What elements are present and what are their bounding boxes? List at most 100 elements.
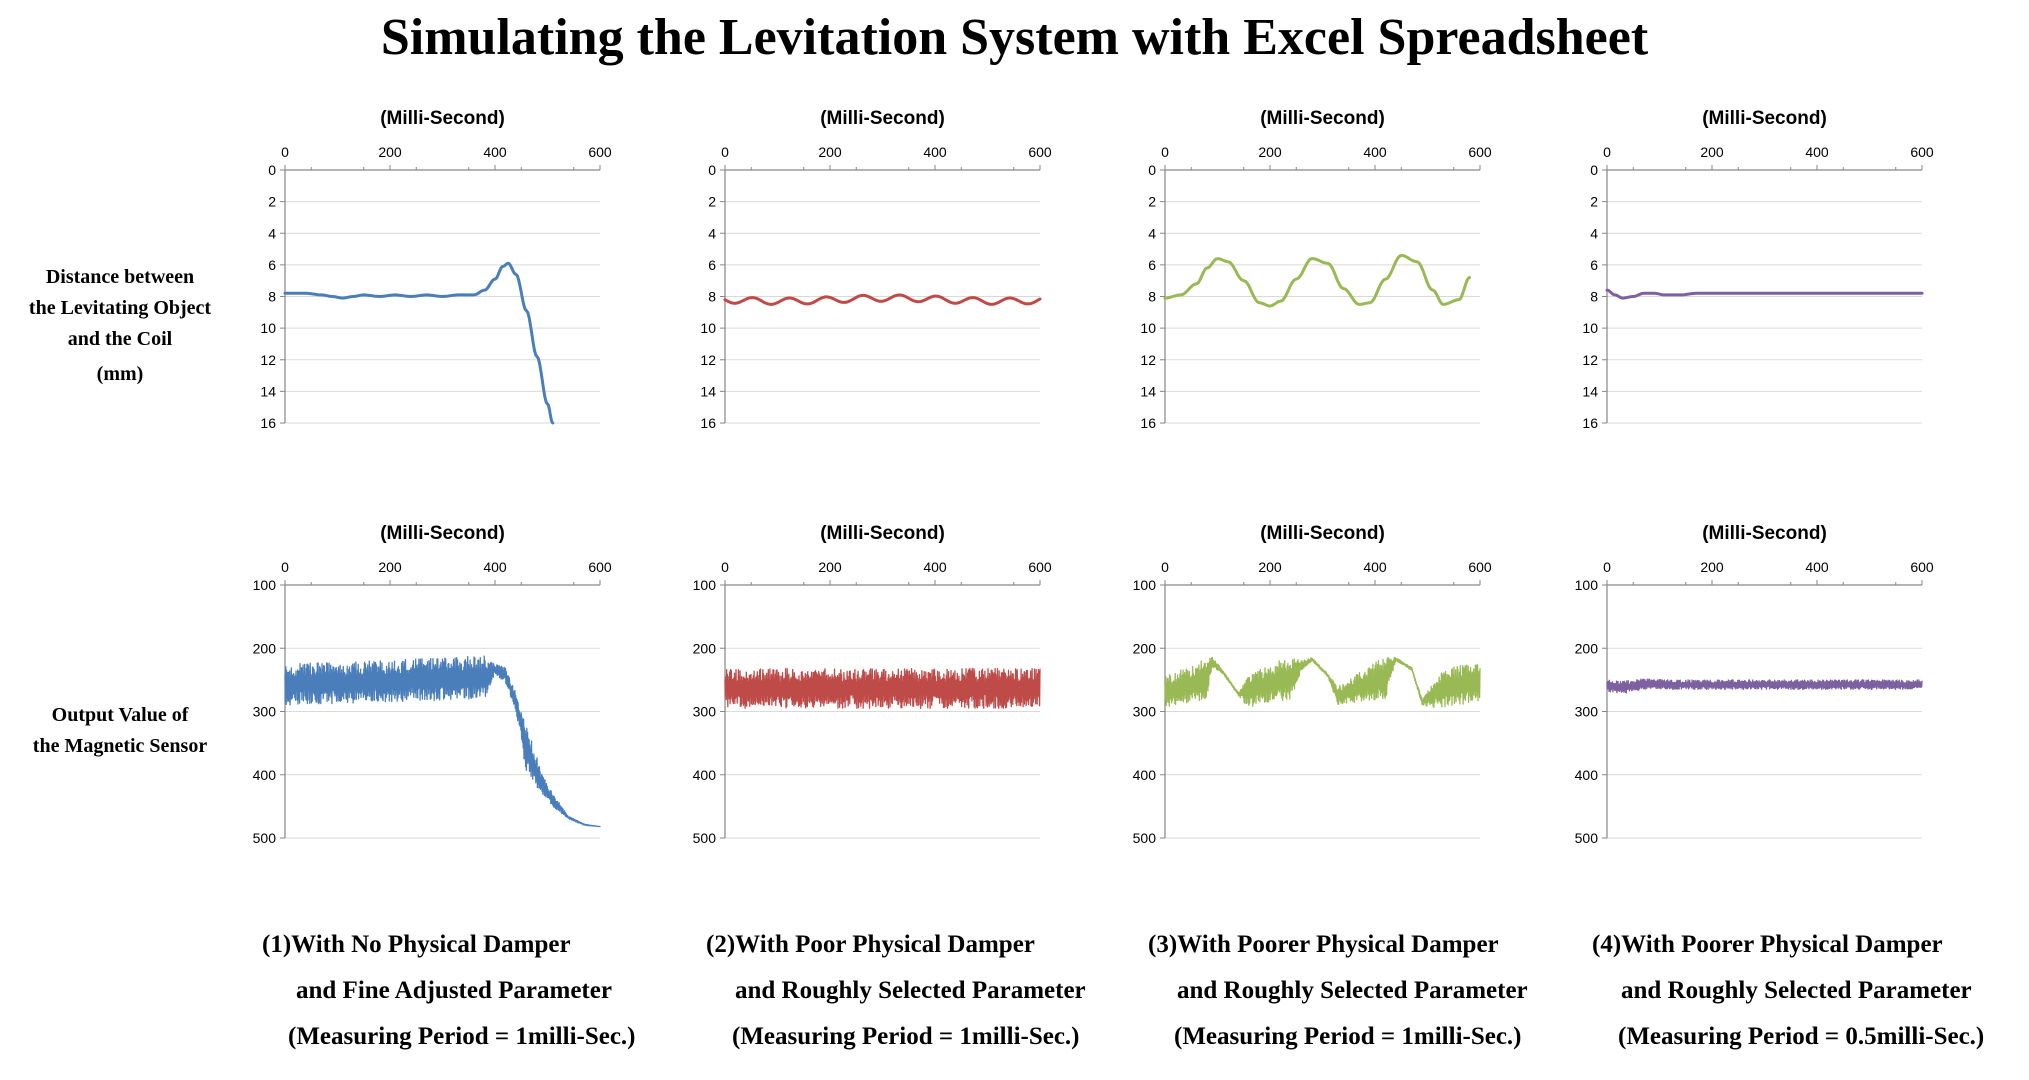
x-tick-label: 400 [483,559,507,575]
caption-4: (4)With Poorer Physical Damper and Rough… [1592,922,1984,1060]
x-tick-label: 400 [1805,559,1829,575]
caption-line: and Fine Adjusted Parameter [296,977,612,1004]
caption-line: (Measuring Period = 1milli-Sec.) [1174,1023,1522,1050]
x-tick-label: 600 [1910,144,1934,160]
x-tick-label: 400 [1805,144,1829,160]
y-tick-label: 500 [693,830,717,846]
y-tick-label: 400 [253,767,277,783]
y-tick-label: 12 [700,352,716,368]
x-axis-label: (Milli-Second) [380,525,505,544]
x-axis-label: (Milli-Second) [1702,525,1827,544]
x-tick-label: 200 [1258,144,1282,160]
y-tick-label: 6 [708,257,716,273]
y-tick-label: 2 [1590,194,1598,210]
y-tick-label: 400 [1575,767,1599,783]
x-tick-label: 600 [1468,559,1492,575]
series-line [723,293,1042,306]
x-tick-label: 600 [1028,144,1052,160]
row-label-sensor: Output Value of the Magnetic Sensor [5,700,235,762]
y-tick-label: 10 [700,320,716,336]
caption-line: and Roughly Selected Parameter [735,977,1086,1004]
x-tick-label: 600 [1910,559,1934,575]
x-tick-label: 0 [1603,144,1611,160]
caption-line: (Measuring Period = 1milli-Sec.) [732,1023,1080,1050]
y-tick-label: 500 [1133,830,1157,846]
series-line [1606,678,1923,694]
x-axis-label: (Milli-Second) [820,525,945,544]
y-tick-label: 8 [1148,289,1156,305]
y-tick-label: 200 [1575,640,1599,656]
y-tick-label: 6 [1590,257,1598,273]
y-tick-label: 400 [693,767,717,783]
caption-1: (1)With No Physical Damper and Fine Adju… [262,922,636,1060]
caption-3: (3)With Poorer Physical Damper and Rough… [1148,922,1528,1060]
x-tick-label: 600 [1028,559,1052,575]
x-tick-label: 0 [1161,559,1169,575]
y-tick-label: 10 [1140,320,1156,336]
x-tick-label: 0 [1161,144,1169,160]
x-tick-label: 200 [818,559,842,575]
series-line [284,655,601,828]
y-tick-label: 2 [268,194,276,210]
x-tick-label: 0 [281,559,289,575]
series-line [724,667,1041,709]
chart-1-distance: (Milli-Second) 0 2 4 6 8 10 12 14 16 0 200 400 600 [260,110,612,431]
series-line [1163,253,1471,308]
chart-4-distance: (Milli-Second) 0 2 4 6 8 10 12 14 16 0 200 400 600 [1582,110,1934,431]
row-label-line: Distance between [45,266,195,288]
y-tick-label: 300 [1133,704,1157,720]
y-tick-label: 200 [1133,640,1157,656]
y-tick-label: 12 [1140,352,1156,368]
y-tick-label: 16 [700,415,716,431]
caption-line: (1)With No Physical Damper [262,931,571,958]
row-label-distance: Distance between the Levitating Object a… [5,262,235,390]
chart-4-sensor: (Milli-Second) 100 200 300 400 500 0 200 400 600 [1575,525,1934,846]
y-tick-label: 2 [1148,194,1156,210]
x-tick-label: 200 [818,144,842,160]
x-axis-label: (Milli-Second) [1260,525,1385,544]
chart-2-distance: (Milli-Second) 0 2 4 6 8 10 12 14 16 0 200 400 600 [700,110,1052,431]
y-tick-label: 0 [1148,162,1156,178]
x-tick-label: 0 [721,144,729,160]
series-line [1164,656,1481,709]
y-tick-label: 100 [253,577,277,593]
row-label-line: Output Value of [51,704,189,726]
y-tick-label: 500 [1575,830,1599,846]
x-tick-label: 400 [923,559,947,575]
y-tick-label: 0 [268,162,276,178]
row-label-line: the Magnetic Sensor [32,735,208,757]
chart-1-sensor: (Milli-Second) 100 200 300 400 500 0 200 400 600 [253,525,612,846]
x-tick-label: 200 [378,144,402,160]
y-tick-label: 100 [1575,577,1599,593]
x-tick-label: 400 [923,144,947,160]
series-line [283,261,555,425]
x-tick-label: 0 [1603,559,1611,575]
caption-line: (3)With Poorer Physical Damper [1148,931,1499,958]
y-tick-label: 6 [1148,257,1156,273]
y-tick-label: 10 [1582,320,1598,336]
y-tick-label: 500 [253,830,277,846]
x-tick-label: 600 [588,559,612,575]
chart-3-sensor: (Milli-Second) 100 200 300 400 500 0 200 400 600 [1133,525,1492,846]
y-tick-label: 8 [708,289,716,305]
caption-2: (2)With Poor Physical Damper and Roughly… [706,922,1086,1060]
y-tick-label: 2 [708,194,716,210]
x-axis-label: (Milli-Second) [1260,110,1385,129]
series-line [1605,288,1924,300]
x-tick-label: 0 [721,559,729,575]
chart-3-distance: (Milli-Second) 0 2 4 6 8 10 12 14 16 0 200 400 600 [1140,110,1491,431]
caption-line: and Roughly Selected Parameter [1621,977,1972,1004]
y-tick-label: 100 [693,577,717,593]
y-tick-label: 12 [1582,352,1598,368]
row-label-line: the Levitating Object [28,297,212,319]
y-tick-label: 200 [253,640,277,656]
caption-line: (Measuring Period = 1milli-Sec.) [288,1023,636,1050]
y-tick-label: 14 [1582,383,1598,399]
y-tick-label: 400 [1133,767,1157,783]
x-tick-label: 600 [588,144,612,160]
x-tick-label: 200 [1258,559,1282,575]
row-label-line: and the Coil [67,328,173,350]
y-tick-label: 12 [260,352,276,368]
y-tick-label: 0 [1590,162,1598,178]
caption-line: (Measuring Period = 0.5milli-Sec.) [1618,1023,1985,1050]
